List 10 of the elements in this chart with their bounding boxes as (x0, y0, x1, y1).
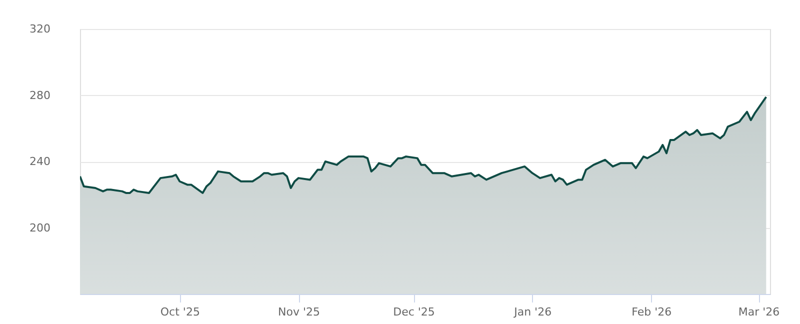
x-tick-label: Mar '26 (738, 306, 780, 318)
x-tick-label: Jan '26 (513, 306, 552, 318)
x-tick-label: Nov '25 (278, 306, 320, 318)
x-tick-label: Dec '25 (393, 306, 435, 318)
x-tick-label: Feb '26 (632, 306, 672, 318)
y-tick-label: 240 (30, 155, 50, 168)
x-tick-label: Oct '25 (160, 306, 200, 318)
y-tick-label: 280 (30, 88, 50, 102)
y-tick-label: 320 (30, 22, 50, 36)
y-tick-label: 200 (30, 221, 50, 234)
